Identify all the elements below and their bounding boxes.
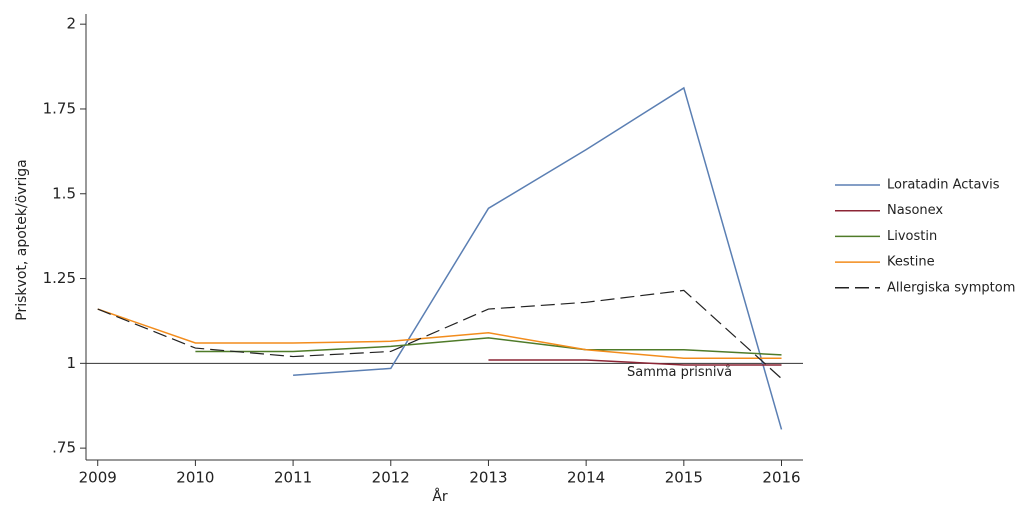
x-tick-label: 2016 bbox=[762, 469, 800, 487]
series-line bbox=[293, 86, 783, 430]
y-tick-label: 1 bbox=[66, 354, 76, 372]
y-tick-label: 1.5 bbox=[52, 184, 76, 202]
x-tick-label: 2009 bbox=[79, 469, 117, 487]
x-tick-label: 2012 bbox=[372, 469, 410, 487]
y-tick-label: 2 bbox=[66, 15, 76, 33]
series-line bbox=[97, 289, 782, 380]
x-tick-label: 2011 bbox=[274, 469, 312, 487]
reference-label: Samma prisnivå bbox=[627, 365, 732, 380]
series-line bbox=[97, 308, 782, 360]
series-line bbox=[488, 359, 782, 366]
legend-label: Kestine bbox=[887, 255, 935, 270]
x-tick-label: 2015 bbox=[665, 469, 703, 487]
legend-label: Allergiska symptom bbox=[887, 280, 1015, 295]
y-axis-label: Priskvot, apotek/övriga bbox=[14, 159, 30, 320]
x-tick-label: 2014 bbox=[567, 469, 605, 487]
x-tick-label: 2013 bbox=[469, 469, 507, 487]
legend-label: Loratadin Actavis bbox=[887, 178, 1000, 193]
legend-label: Livostin bbox=[887, 229, 937, 244]
x-axis-label: År bbox=[432, 488, 448, 505]
series-line bbox=[195, 337, 782, 356]
x-tick-label: 2010 bbox=[176, 469, 214, 487]
y-tick-label: 1.25 bbox=[43, 269, 76, 287]
legend-label: Nasonex bbox=[887, 203, 943, 218]
y-tick-label: 1.75 bbox=[43, 99, 76, 117]
y-tick-label: .75 bbox=[52, 439, 76, 457]
